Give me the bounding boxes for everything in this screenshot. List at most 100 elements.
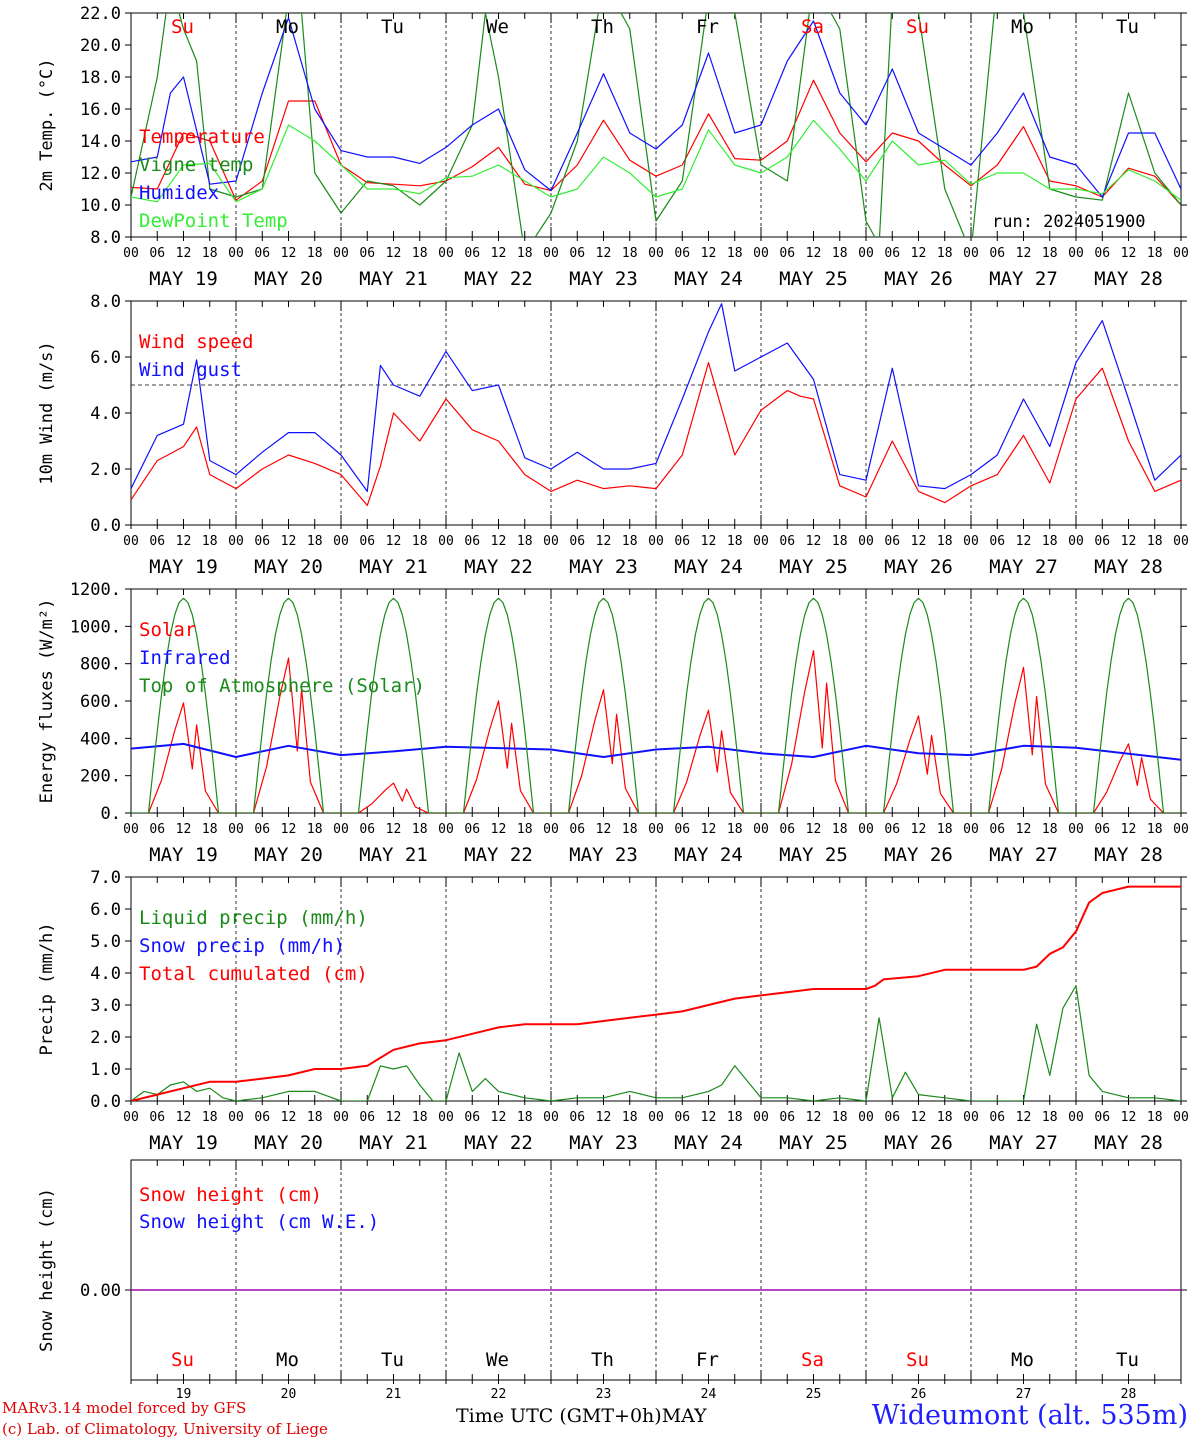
hour-tick-label: 18 bbox=[202, 1110, 218, 1125]
hour-tick-label: 18 bbox=[622, 822, 638, 837]
hour-tick-label: 12 bbox=[176, 822, 192, 837]
model-credit: MARv3.14 model forced by GFS bbox=[2, 1399, 247, 1417]
hour-tick-label: 12 bbox=[176, 246, 192, 261]
hour-tick-label: 06 bbox=[254, 822, 270, 837]
y-tick-label: 0. bbox=[101, 804, 121, 824]
hour-tick-label: 00 bbox=[963, 822, 979, 837]
hour-tick-label: 06 bbox=[779, 822, 795, 837]
series-group bbox=[131, 597, 1181, 813]
hour-tick-label: 18 bbox=[202, 534, 218, 549]
hour-tick-label: 12 bbox=[701, 534, 717, 549]
panel-temperature: run: 2024051900 bbox=[992, 212, 1146, 232]
weekday-label-bottom: Mo bbox=[276, 1349, 299, 1371]
hour-tick-label: 12 bbox=[806, 534, 822, 549]
date-label: MAY 24 bbox=[674, 268, 743, 290]
hour-tick-label: 06 bbox=[254, 534, 270, 549]
date-label: MAY 27 bbox=[989, 268, 1058, 290]
hour-tick-label: 18 bbox=[937, 1110, 953, 1125]
plot-frame bbox=[130, 300, 1182, 526]
hour-tick-label: 06 bbox=[569, 534, 585, 549]
y-tick-label: 7.0 bbox=[90, 868, 121, 888]
legend-entry: Solar bbox=[139, 619, 196, 641]
legend-entry: Vigne temp bbox=[139, 154, 253, 176]
hour-tick-label: 18 bbox=[1147, 1110, 1163, 1125]
date-label: MAY 20 bbox=[254, 844, 323, 866]
legend-entry: DewPoint Temp bbox=[139, 210, 288, 232]
hour-tick-label: 18 bbox=[307, 822, 323, 837]
hour-tick-label: 12 bbox=[1121, 1110, 1137, 1125]
hour-tick-label: 00 bbox=[858, 1110, 874, 1125]
date-label: MAY 20 bbox=[254, 556, 323, 578]
date-label: MAY 28 bbox=[1094, 268, 1163, 290]
hour-tick-label: 06 bbox=[569, 246, 585, 261]
hour-tick-label: 06 bbox=[254, 246, 270, 261]
series-line bbox=[131, 13, 1181, 237]
hour-tick-label: 00 bbox=[228, 534, 244, 549]
hour-tick-label: 00 bbox=[1173, 1110, 1189, 1125]
weekday-label-bottom: Sa bbox=[801, 1349, 824, 1371]
hour-tick-label: 00 bbox=[543, 1110, 559, 1125]
day-number: 28 bbox=[1121, 1387, 1137, 1402]
date-label: MAY 22 bbox=[464, 844, 533, 866]
hour-tick-label: 00 bbox=[753, 246, 769, 261]
y-axis-label: Energy fluxes (W/m²) bbox=[37, 599, 57, 804]
date-label: MAY 24 bbox=[674, 1132, 743, 1154]
hour-tick-label: 06 bbox=[884, 1110, 900, 1125]
hour-tick-label: 00 bbox=[438, 822, 454, 837]
date-label: MAY 26 bbox=[884, 268, 953, 290]
hour-tick-label: 18 bbox=[1147, 534, 1163, 549]
y-tick-label: 200. bbox=[80, 767, 121, 787]
day-number: 26 bbox=[911, 1387, 927, 1402]
hour-tick-label: 18 bbox=[727, 534, 743, 549]
date-label: MAY 25 bbox=[779, 844, 848, 866]
hour-tick-label: 00 bbox=[963, 534, 979, 549]
hour-tick-label: 12 bbox=[1016, 534, 1032, 549]
hour-tick-label: 12 bbox=[281, 246, 297, 261]
hour-tick-label: 06 bbox=[674, 822, 690, 837]
hour-tick-label: 00 bbox=[1068, 246, 1084, 261]
date-label: MAY 23 bbox=[569, 1132, 638, 1154]
series-group bbox=[131, 885, 1181, 1101]
y-tick-label: 22.0 bbox=[80, 4, 121, 24]
hour-tick-label: 00 bbox=[228, 1110, 244, 1125]
hour-tick-label: 12 bbox=[911, 1110, 927, 1125]
hour-tick-label: 00 bbox=[543, 534, 559, 549]
hour-tick-label: 12 bbox=[386, 246, 402, 261]
panel-2: 0.0 2.0 4.0 6.0 8.0 10m Wind (m/s) 00 06 12 18 00 0… bbox=[37, 292, 1189, 578]
hour-tick-label: 06 bbox=[674, 246, 690, 261]
legend-entry: Snow height (cm) bbox=[139, 1184, 322, 1206]
weekday-label-top: Mo bbox=[276, 16, 299, 38]
date-label: MAY 26 bbox=[884, 556, 953, 578]
hour-tick-label: 18 bbox=[622, 1110, 638, 1125]
legend-entry: Humidex bbox=[139, 182, 219, 204]
y-tick-label: 10.0 bbox=[80, 196, 121, 216]
hour-tick-label: 00 bbox=[1173, 822, 1189, 837]
hour-tick-label: 18 bbox=[202, 246, 218, 261]
y-axis-label: Snow height (cm) bbox=[37, 1188, 57, 1352]
legend-entry: Infrared bbox=[139, 647, 231, 669]
panel-4: 0.0 1.0 2.0 3.0 4.0 5.0 6.0 7.0 Precip (mm/h) 00 0… bbox=[37, 868, 1189, 1154]
hour-tick-label: 12 bbox=[806, 246, 822, 261]
hour-tick-label: 12 bbox=[386, 1110, 402, 1125]
hour-tick-label: 18 bbox=[727, 822, 743, 837]
hour-tick-label: 06 bbox=[359, 534, 375, 549]
hour-tick-label: 00 bbox=[648, 1110, 664, 1125]
hour-tick-label: 00 bbox=[333, 534, 349, 549]
hour-tick-label: 18 bbox=[1042, 534, 1058, 549]
series-line bbox=[131, 597, 1181, 813]
hour-tick-label: 12 bbox=[1121, 534, 1137, 549]
hour-tick-label: 12 bbox=[386, 822, 402, 837]
y-tick-label: 600. bbox=[80, 692, 121, 712]
hour-tick-label: 18 bbox=[1147, 822, 1163, 837]
date-label: MAY 23 bbox=[569, 556, 638, 578]
run-label: run: 2024051900 bbox=[992, 212, 1146, 232]
y-axis-label: 2m Temp. (°C) bbox=[37, 58, 57, 191]
hour-tick-label: 18 bbox=[832, 246, 848, 261]
hour-tick-label: 18 bbox=[517, 1110, 533, 1125]
station-name: Wideumont (alt. 535m) bbox=[871, 1400, 1188, 1431]
y-tick-label: 5.0 bbox=[90, 932, 121, 952]
hour-tick-label: 06 bbox=[674, 534, 690, 549]
y-tick-label: 12.0 bbox=[80, 164, 121, 184]
hour-tick-label: 06 bbox=[149, 1110, 165, 1125]
legend-entry: Snow height (cm W.E.) bbox=[139, 1211, 379, 1233]
